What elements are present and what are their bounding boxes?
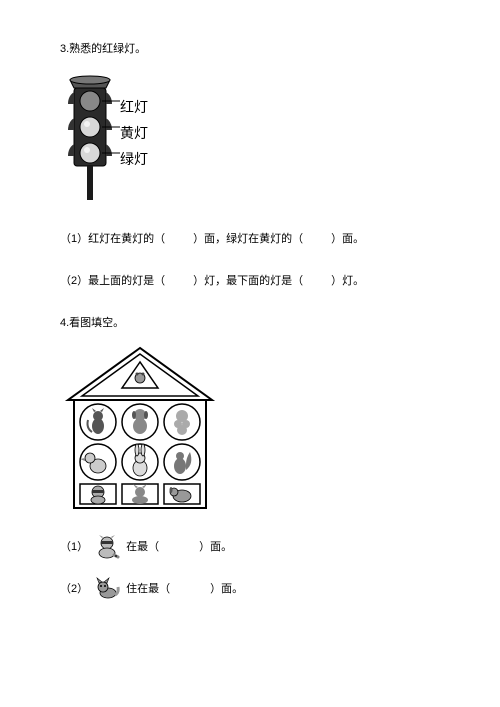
fox-icon — [94, 575, 120, 601]
q4-sub2: （2） 住在最（ ）面。 — [60, 575, 440, 601]
q4-sub1-text3: ）面。 — [199, 538, 232, 554]
q3-sub2-text2: ）灯，最下面的灯是（ — [193, 275, 303, 287]
green-light-label: 绿灯 — [120, 149, 148, 169]
q3-sub2-text3: ）灯。 — [331, 275, 364, 287]
q3-sub1-text3: ）面。 — [331, 233, 364, 245]
q3-sub1-text1: （1）红灯在黄灯的（ — [60, 233, 165, 245]
red-light-label: 红灯 — [120, 97, 148, 117]
q4-sub2-text3: ）面。 — [210, 580, 243, 596]
q3-sub1: （1）红灯在黄灯的（ ）面，绿灯在黄灯的（ ）面。 — [60, 230, 440, 250]
q4-title: 4.看图填空。 — [60, 314, 440, 330]
q4-sub2-text1: （2） — [60, 580, 88, 596]
q4-sub1-text1: （1） — [60, 538, 88, 554]
q4-sub1-text2: 在最（ — [126, 538, 159, 554]
raccoon-icon — [94, 533, 120, 559]
traffic-light-icon — [60, 70, 120, 200]
q3-title: 3.熟悉的红绿灯。 — [60, 40, 440, 56]
q3-sub1-text2: ）面，绿灯在黄灯的（ — [193, 233, 303, 245]
house-icon — [60, 344, 220, 514]
house-diagram — [60, 344, 440, 517]
q4-sub1: （1） 在最（ ）面。 — [60, 533, 440, 559]
q3-sub2-text1: （2）最上面的灯是（ — [60, 275, 165, 287]
traffic-light-diagram: 红灯 黄灯 绿灯 — [60, 70, 440, 200]
yellow-light-label: 黄灯 — [120, 123, 148, 143]
q4-sub2-text2: 住在最（ — [126, 580, 170, 596]
q3-sub2: （2）最上面的灯是（ ）灯，最下面的灯是（ ）灯。 — [60, 272, 440, 292]
traffic-light-labels: 红灯 黄灯 绿灯 — [120, 70, 148, 172]
